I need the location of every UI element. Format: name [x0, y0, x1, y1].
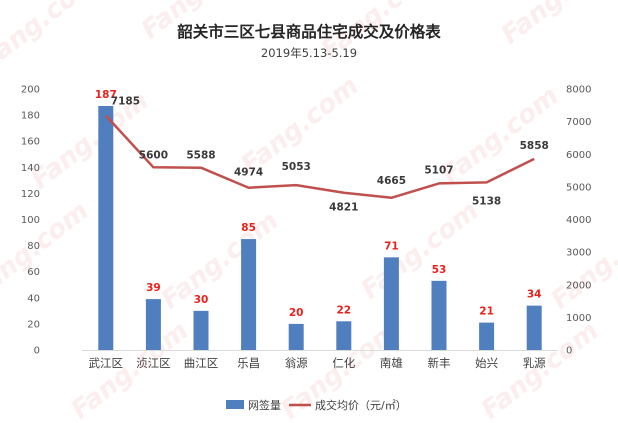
bar-data-label: 20	[289, 307, 304, 319]
bar-data-label: 21	[479, 306, 494, 318]
y-right-tick-label: 8000	[566, 85, 591, 96]
y-left-tick-label: 100	[21, 215, 40, 226]
watermark-logo: Fang.com	[0, 0, 104, 76]
legend-swatch-bar	[226, 400, 244, 409]
bar	[383, 257, 399, 350]
bar	[431, 280, 447, 350]
y-right-tick-label: 7000	[566, 117, 591, 128]
bar	[288, 323, 304, 350]
line-path	[104, 114, 535, 200]
bar-data-label: 39	[146, 282, 161, 294]
line-series: 7185 5600 5588 4974 5053 4821 4665 5107 5138 5858	[104, 96, 549, 214]
y-left-tick-label: 180	[21, 111, 40, 122]
chart-subtitle: 2019年5.13-5.19	[261, 46, 357, 60]
y-right-tick-label: 2000	[566, 280, 591, 291]
x-category-label: 南雄	[380, 356, 403, 370]
line-data-label: 5053	[282, 161, 311, 173]
y-left-tick-label: 160	[21, 137, 40, 148]
legend-label-line: 成交均价（元/㎡）	[315, 398, 407, 412]
line-data-label: 4665	[377, 175, 406, 187]
bar-data-label: 187	[95, 89, 117, 101]
y-right-tick-label: 6000	[566, 150, 591, 161]
watermark-logo: Fang.com	[436, 81, 565, 191]
x-category-label: 乐昌	[237, 356, 260, 370]
line-data-label: 7185	[111, 96, 140, 108]
bar	[479, 322, 495, 350]
bar	[336, 321, 352, 350]
legend-label-bar: 网签量	[248, 398, 281, 412]
bar-data-label: 34	[527, 289, 542, 301]
bar-data-label: 71	[384, 240, 399, 252]
bar	[193, 310, 209, 350]
bar-series: 187 39 30 85 20 22 71 53 21 34	[95, 89, 542, 350]
y-left-tick-label: 120	[21, 189, 40, 200]
y-left-tick-label: 80	[27, 241, 40, 252]
y-right-tick-label: 3000	[566, 248, 591, 259]
x-category-label: 浈江区	[136, 356, 171, 370]
y-left-tick-label: 200	[21, 85, 40, 96]
legend: 网签量 成交均价（元/㎡）	[226, 398, 407, 412]
line-data-label: 5588	[186, 150, 215, 162]
bar	[526, 305, 542, 350]
line-data-label: 4974	[234, 167, 263, 179]
y-left-tick-label: 20	[27, 319, 40, 330]
watermark-logo: Fang.com	[496, 0, 618, 51]
line-data-label: 5600	[139, 149, 168, 161]
y-left-tick-label: 0	[34, 346, 40, 357]
x-category-label: 新丰	[428, 356, 451, 370]
watermark-logo: Fang.com	[66, 316, 195, 423]
y-left-tick-label: 60	[27, 267, 40, 278]
y-right-tick-label: 4000	[566, 215, 591, 226]
watermark-logo: Fang.com	[156, 206, 285, 316]
line-data-label: 5858	[520, 140, 549, 152]
bar-data-label: 22	[336, 304, 351, 316]
axes: 0204060801001201401601802000100020003000…	[21, 85, 592, 371]
bar	[241, 239, 257, 350]
line-data-label: 5138	[472, 195, 501, 207]
x-category-label: 武江区	[89, 356, 124, 370]
bar-data-label: 30	[194, 294, 209, 306]
x-category-label: 乳源	[523, 356, 546, 370]
watermark-logo: Fang.com	[356, 196, 485, 306]
x-category-label: 仁化	[332, 356, 355, 370]
x-category-label: 始兴	[475, 356, 498, 370]
bar	[98, 105, 114, 350]
bar	[145, 299, 161, 350]
y-left-tick-label: 140	[21, 163, 40, 174]
y-right-tick-label: 1000	[566, 313, 591, 324]
x-category-label: 翁源	[285, 356, 308, 370]
line-data-label: 4821	[329, 202, 358, 214]
y-left-tick-label: 40	[27, 293, 40, 304]
y-right-tick-label: 0	[566, 346, 572, 357]
bar-data-label: 53	[432, 264, 447, 276]
x-category-label: 曲江区	[184, 356, 219, 370]
line-data-label: 5107	[424, 164, 453, 176]
watermark-logo: Fang.com	[0, 196, 94, 306]
y-right-tick-label: 5000	[566, 182, 591, 193]
chart-title: 韶关市三区七县商品住宅成交及价格表	[177, 22, 441, 41]
bar-data-label: 85	[241, 222, 256, 234]
